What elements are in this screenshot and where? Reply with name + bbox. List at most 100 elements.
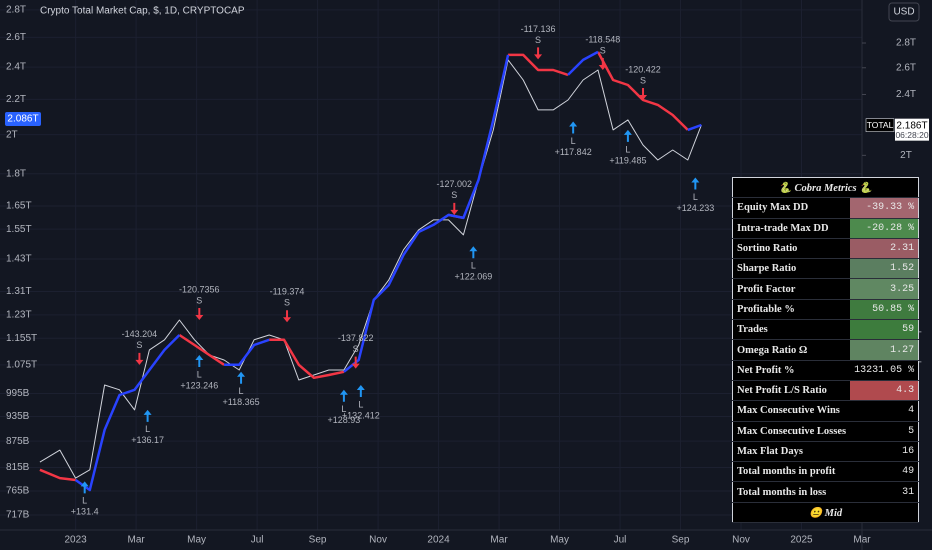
- metric-label: Profit Factor: [732, 278, 851, 300]
- x-tick-label: Mar: [853, 535, 871, 546]
- signal-label: +128.93: [327, 415, 360, 425]
- y2-tick-label: 2.8T: [896, 38, 916, 49]
- y-tick-label: 1.65T: [6, 201, 32, 212]
- metric-row: Max Flat Days 16: [732, 441, 919, 463]
- metric-row: Net Profit L/S Ratio 4.3: [732, 380, 919, 402]
- metric-value: 3.25: [850, 278, 919, 300]
- signal-side: S: [353, 344, 359, 354]
- metric-row: Equity Max DD -39.33 %: [732, 197, 919, 219]
- metric-value: 59: [850, 319, 919, 341]
- metric-row: Max Consecutive Wins 4: [732, 400, 919, 422]
- y-tick-label: 875B: [6, 436, 30, 447]
- signal-label: -137.822: [338, 333, 374, 343]
- y2-tick-label: 2.4T: [896, 89, 916, 100]
- metric-value: 4.3: [850, 380, 919, 402]
- y2-tick-label: 2.6T: [896, 62, 916, 73]
- metric-row: Total months in profit 49: [732, 461, 919, 483]
- price-marker: [895, 118, 929, 141]
- metric-value: 31: [850, 481, 919, 503]
- signal-label: -120.422: [625, 64, 661, 74]
- signal-label: -120.7356: [179, 284, 220, 294]
- x-tick-label: Mar: [490, 535, 508, 546]
- metric-label: Max Consecutive Losses: [732, 421, 851, 442]
- metric-label: Net Profit %: [732, 360, 851, 381]
- price-marker-time: 06:28:20: [895, 130, 928, 140]
- x-tick-label: 2025: [790, 535, 813, 546]
- signal-label: +136.17: [131, 435, 164, 445]
- buy-arrow: [356, 385, 365, 398]
- signal-side: L: [341, 404, 346, 414]
- x-tick-label: May: [550, 535, 569, 546]
- signal-label: +124.233: [676, 203, 714, 213]
- x-tick-label: Sep: [672, 535, 690, 546]
- buy-arrow: [691, 177, 700, 190]
- metric-row: 🐍 Cobra Metrics 🐍: [732, 177, 919, 199]
- signal-label: +118.365: [222, 397, 259, 407]
- signal-label: +131.4: [71, 507, 99, 517]
- currency-label[interactable]: USD: [893, 7, 914, 18]
- metric-value: 5: [850, 421, 919, 442]
- buy-arrow: [569, 121, 578, 134]
- metric-value: 2.31: [850, 238, 919, 260]
- y-tick-label: 717B: [6, 510, 30, 521]
- x-tick-label: Jul: [614, 535, 627, 546]
- metric-label: Total months in profit: [732, 461, 851, 483]
- sell-arrow: [598, 58, 607, 71]
- metric-label: Sharpe Ratio: [732, 258, 851, 280]
- x-tick-label: Jul: [251, 535, 264, 546]
- metric-value: 1.52: [850, 258, 919, 280]
- signal-label: -127.002: [437, 179, 473, 189]
- metric-heading: 😐 Mid: [732, 502, 919, 524]
- y-tick-label: 1.8T: [6, 168, 26, 179]
- y-tick-label: 2.4T: [6, 62, 26, 73]
- y-tick-label: 2.2T: [6, 94, 26, 105]
- metric-value: -20.28 %: [850, 218, 919, 239]
- x-tick-label: 2024: [427, 535, 450, 546]
- symbol-tag-label: TOTAL: [867, 120, 894, 130]
- buy-arrow: [195, 354, 204, 367]
- y-tick-label: 765B: [6, 486, 30, 497]
- metric-row: Intra-trade Max DD -20.28 %: [732, 218, 919, 239]
- metric-label: Max Consecutive Wins: [732, 400, 851, 422]
- sell-arrow: [639, 88, 648, 101]
- buy-arrow: [143, 409, 152, 422]
- metric-label: Total months in loss: [732, 481, 851, 503]
- y-tick-label: 1.31T: [6, 286, 32, 297]
- signal-label: +119.485: [609, 155, 646, 165]
- price-marker-label: 2.086T: [7, 114, 38, 125]
- signal-side: L: [471, 261, 476, 271]
- x-tick-label: May: [187, 535, 206, 546]
- metric-label: Profitable %: [732, 299, 851, 321]
- metric-label: Intra-trade Max DD: [732, 218, 851, 239]
- x-tick-label: Sep: [309, 535, 327, 546]
- sell-arrow: [450, 202, 459, 215]
- y-tick-label: 1.075T: [6, 359, 37, 370]
- signal-side: L: [571, 136, 576, 146]
- buy-arrow: [237, 371, 246, 384]
- y-tick-label: 2.6T: [6, 32, 26, 43]
- metric-row: Omega Ratio Ω 1.27: [732, 339, 919, 361]
- signal-side: L: [358, 399, 363, 409]
- metrics-table: 🐍 Cobra Metrics 🐍 Equity Max DD -39.33 % In…: [732, 177, 920, 524]
- signal-side: L: [145, 424, 150, 434]
- metric-label: Max Flat Days: [732, 441, 851, 463]
- currency-button[interactable]: [888, 2, 920, 22]
- metric-value: 1.27: [850, 339, 919, 361]
- metric-row: Profitable % 50.85 %: [732, 299, 919, 321]
- y-tick-label: 2.8T: [6, 5, 26, 16]
- metric-row: Max Consecutive Losses 5: [732, 421, 919, 442]
- trend-line: [74, 50, 702, 492]
- signal-side: L: [197, 369, 202, 379]
- metric-value: 49: [850, 461, 919, 483]
- sell-arrow: [195, 308, 204, 321]
- buy-arrow: [469, 246, 478, 259]
- signal-side: L: [82, 496, 87, 506]
- metric-label: Omega Ratio Ω: [732, 339, 851, 361]
- sell-arrow: [135, 352, 144, 365]
- y-tick-label: 935B: [6, 411, 30, 422]
- metric-row: Sortino Ratio 2.31: [732, 238, 919, 260]
- buy-arrow: [80, 481, 89, 494]
- signal-label: -117.136: [521, 24, 556, 34]
- signal-label: +123.246: [180, 380, 218, 390]
